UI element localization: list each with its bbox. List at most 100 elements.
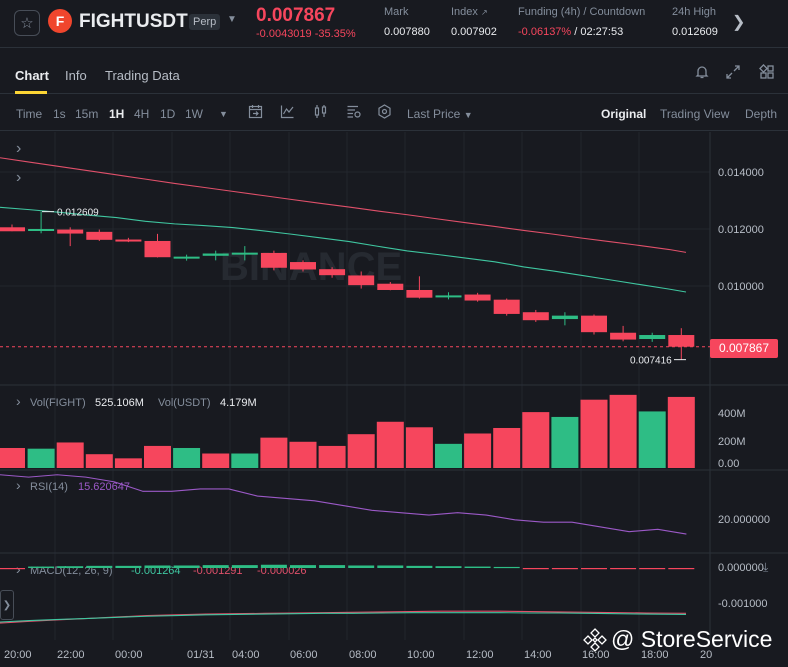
tab-chart[interactable]: Chart — [15, 68, 49, 83]
time-axis-label: 10:00 — [407, 649, 435, 661]
expand-panel-icon[interactable]: ❯ — [0, 590, 14, 620]
macd-histogram-bar — [493, 566, 520, 569]
date-range-icon[interactable] — [248, 104, 263, 122]
stat-funding-label: Funding (4h) / Countdown — [518, 6, 646, 18]
stat-index[interactable]: Index ↗ 0.007902 — [451, 6, 497, 38]
indicator-icon[interactable] — [280, 104, 295, 122]
macd-axis-label: 0.000000 — [718, 562, 764, 574]
interval-4h[interactable]: 4H — [134, 107, 150, 121]
high-price-label: 0.012609 — [57, 208, 99, 219]
macd-histogram-bar — [348, 565, 375, 568]
volume-bar — [435, 443, 462, 468]
stat-mark-label: Mark — [384, 6, 409, 18]
candle-style-icon[interactable] — [313, 104, 328, 122]
volume-value-fight: 525.106M — [95, 397, 144, 409]
market-header: ☆ F FIGHTUSDT Perp ▼ 0.007867 -0.0043019… — [0, 0, 788, 48]
stat-24h-high-label: 24h High — [672, 6, 717, 18]
watermark-logo-icon — [583, 628, 607, 652]
layout-grid-icon[interactable] — [759, 64, 775, 85]
candlestick-chart[interactable]: ›› 0.0140000.0120000.010000BINANCE0.01260… — [0, 132, 788, 667]
volume-bar — [27, 448, 55, 468]
candle-body — [260, 252, 287, 268]
interval-1s[interactable]: 1s — [53, 107, 66, 121]
candle-body — [173, 256, 200, 259]
macd-histogram-bar — [551, 568, 578, 570]
volume-bar — [405, 427, 433, 468]
volume-bar — [493, 427, 521, 468]
macd-histogram-bar — [464, 566, 491, 568]
candle-body — [319, 269, 346, 276]
macd-histogram-bar — [86, 565, 113, 568]
volume-bar — [376, 421, 404, 468]
volume-bar — [173, 447, 201, 468]
volume-value-usdt: 4.179M — [220, 397, 257, 409]
time-label: Time — [16, 107, 43, 121]
time-axis-label: 00:00 — [115, 649, 143, 661]
volume-axis-label: 400M — [718, 408, 746, 420]
hexagon-gear-icon[interactable] — [377, 104, 392, 122]
favorite-star-icon[interactable]: ☆ — [14, 10, 40, 36]
macd-histogram-bar — [522, 568, 549, 570]
macd-histogram-bar — [144, 565, 171, 568]
interval-1d[interactable]: 1D — [160, 107, 176, 121]
candle-body — [377, 283, 404, 290]
candle-body — [493, 299, 520, 314]
chart-settings-icon[interactable] — [346, 104, 362, 122]
view-trading-view[interactable]: Trading View — [660, 107, 730, 121]
candle-body — [435, 295, 462, 298]
candle-body — [668, 335, 695, 347]
time-axis-label: 06:00 — [290, 649, 318, 661]
macd-histogram-bar — [377, 565, 404, 568]
tab-info[interactable]: Info — [65, 68, 87, 83]
macd-histogram-bar — [231, 565, 258, 568]
candle-body — [86, 231, 113, 240]
symbol-name[interactable]: FIGHTUSDT — [79, 11, 188, 32]
interval-1w[interactable]: 1W — [185, 107, 203, 121]
macd-histogram-bar — [260, 564, 287, 568]
time-axis-label: 14:00 — [524, 649, 552, 661]
time-axis-label: 18:00 — [641, 649, 669, 661]
more-intervals-caret-icon[interactable]: ▼ — [219, 109, 228, 119]
price-type-select[interactable]: Last Price ▼ — [407, 107, 473, 121]
candle-body — [115, 239, 142, 242]
time-axis-label: 12:00 — [466, 649, 494, 661]
last-price: 0.007867 — [256, 5, 336, 26]
symbol-dropdown-caret-icon[interactable]: ▼ — [227, 14, 237, 25]
stat-mark-value: 0.007880 — [384, 26, 430, 38]
stat-24h-high-value: 0.012609 — [672, 26, 718, 38]
price-axis-label: 0.014000 — [718, 167, 764, 179]
interval-1h[interactable]: 1H — [109, 107, 125, 121]
stat-funding: Funding (4h) / Countdown -0.06137% / 02:… — [518, 6, 645, 38]
chevron-right-icon[interactable]: ❯ — [732, 14, 746, 31]
macd-histogram-bar — [28, 566, 55, 568]
bell-icon[interactable] — [694, 64, 710, 85]
macd-histogram-bar — [610, 568, 637, 570]
interval-15m[interactable]: 15m — [75, 107, 99, 121]
volume-axis-label: 200M — [718, 436, 746, 448]
collapse-rsi-icon: › — [16, 477, 21, 493]
time-axis-label: 16:00 — [582, 649, 610, 661]
stat-24h-high: 24h High 0.012609 — [672, 6, 724, 38]
macd-dea-line — [0, 612, 687, 623]
fullscreen-icon[interactable] — [725, 64, 741, 85]
time-axis-label: 01/31 — [187, 649, 215, 661]
volume-axis-label: 0.00 — [718, 458, 739, 470]
candle-body — [464, 294, 491, 301]
volume-bar — [114, 458, 142, 468]
candle-body — [551, 315, 578, 320]
volume-bar — [202, 453, 230, 468]
stat-index-value: 0.007902 — [451, 26, 497, 38]
view-depth[interactable]: Depth — [745, 107, 778, 121]
collapse-legend-icon: › — [16, 169, 21, 186]
view-original[interactable]: Original — [601, 107, 647, 121]
volume-bar — [56, 442, 84, 468]
volume-bar — [0, 447, 25, 468]
volume-bar — [667, 396, 695, 468]
stat-index-label: Index ↗ — [451, 6, 488, 18]
tab-trading-data[interactable]: Trading Data — [105, 68, 180, 83]
candle-body — [522, 312, 549, 321]
volume-bar — [85, 454, 113, 468]
rsi-line — [0, 474, 687, 535]
macd-histogram-bar — [0, 568, 25, 570]
low-price-label: 0.007416 — [630, 356, 672, 367]
